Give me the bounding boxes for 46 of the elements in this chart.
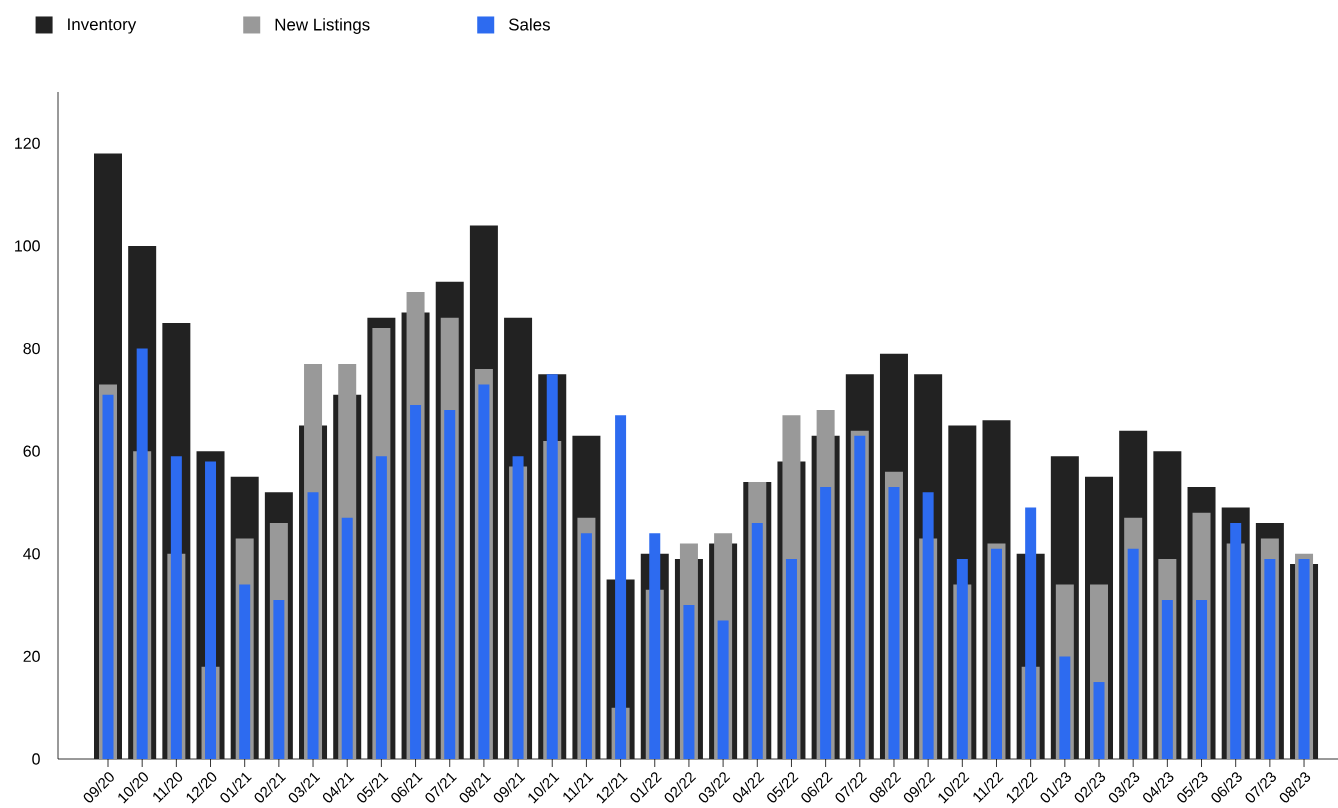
bar <box>1161 599 1173 759</box>
bar <box>888 487 900 759</box>
y-tick-label: 0 <box>32 753 40 765</box>
bar <box>785 558 797 759</box>
bar <box>1264 558 1276 759</box>
bar <box>1059 656 1071 759</box>
bar <box>444 410 456 759</box>
bar <box>307 492 319 759</box>
bar <box>410 404 422 759</box>
bar <box>820 487 832 759</box>
bar <box>170 456 182 759</box>
bar <box>649 533 661 759</box>
bar <box>1298 558 1310 759</box>
bar <box>273 599 285 759</box>
legend-label: New Listings <box>275 18 370 34</box>
y-tick-label: 80 <box>23 342 40 355</box>
bar <box>956 558 968 759</box>
bar <box>341 517 353 759</box>
bar <box>478 384 490 759</box>
bar <box>1093 682 1105 759</box>
legend-label: Inventory <box>68 18 137 34</box>
bar <box>854 435 866 759</box>
bar <box>205 461 217 759</box>
bar <box>990 548 1002 759</box>
bar <box>239 584 251 759</box>
bar <box>1025 507 1037 759</box>
bar <box>102 394 114 759</box>
bar <box>512 456 524 759</box>
bar <box>717 620 729 759</box>
bar <box>615 415 627 759</box>
bar <box>751 522 763 759</box>
y-tick-label: 60 <box>23 445 40 457</box>
bar <box>922 492 934 759</box>
bar <box>1196 599 1208 759</box>
legend-label: Sales <box>508 18 550 31</box>
bar <box>546 374 558 759</box>
y-tick-label: 20 <box>23 650 40 663</box>
bar <box>136 348 148 759</box>
y-tick-label: 100 <box>15 240 40 252</box>
y-tick-label: 40 <box>23 548 40 560</box>
y-tick-label: 120 <box>15 137 40 149</box>
bar <box>1127 548 1139 759</box>
bar <box>375 456 387 759</box>
bar <box>683 605 695 759</box>
bar <box>580 533 592 759</box>
bar <box>1230 522 1242 759</box>
